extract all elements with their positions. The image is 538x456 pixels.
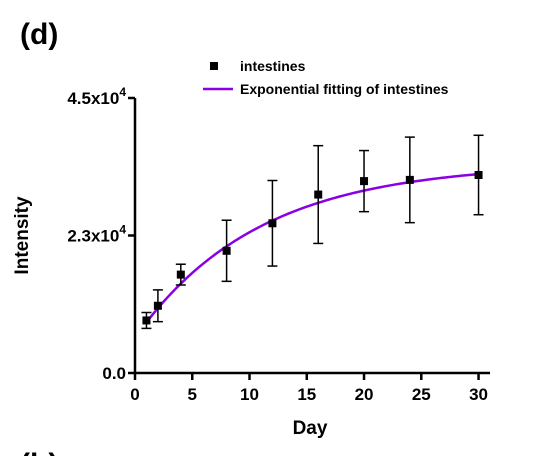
data-point-group <box>404 136 415 224</box>
data-point <box>176 270 185 279</box>
data-point-group <box>359 149 370 213</box>
x-axis-label: Day <box>293 418 328 439</box>
legend-label-fit: Exponential fitting of intestines <box>240 81 449 97</box>
x-tick-label: 15 <box>297 385 316 404</box>
legend-marker-intestines <box>210 62 218 70</box>
data-point <box>268 219 277 228</box>
data-point <box>153 301 162 310</box>
data-point <box>474 171 483 179</box>
data-point-group <box>175 263 186 286</box>
x-tick-label: 0 <box>130 385 139 404</box>
data-point-group <box>473 134 484 216</box>
y-tick-label: 0.0 <box>102 364 126 383</box>
data-point <box>142 316 151 325</box>
x-tick-label: 20 <box>355 385 374 404</box>
data-point-group <box>313 144 324 245</box>
data-point-group <box>221 219 232 283</box>
y-tick-label: 4.5x104 <box>67 85 126 108</box>
plot-area <box>141 134 484 330</box>
data-point <box>314 190 323 199</box>
legend-label-intestines: intestines <box>240 58 306 74</box>
x-tick-label: 25 <box>412 385 431 404</box>
y-axis-label: Intensity <box>12 196 33 275</box>
panel-label-top: (d) <box>20 18 58 51</box>
axes: 0 5 10 15 20 25 30 0.0 2.3x104 4.5x104 <box>67 85 490 404</box>
x-tick-label: 30 <box>469 385 488 404</box>
data-point <box>360 177 369 186</box>
x-tick-label: 10 <box>240 385 259 404</box>
y-tick-label: 2.3x104 <box>67 223 126 246</box>
data-point-group <box>267 179 278 267</box>
fit-curve <box>145 172 479 324</box>
panel-label-bottom: (h) <box>20 448 58 456</box>
data-point <box>405 175 414 184</box>
data-point <box>222 246 231 255</box>
legend: intestines Exponential fitting of intest… <box>203 58 449 97</box>
data-point-group <box>141 311 152 330</box>
data-point-group <box>152 289 163 323</box>
x-tick-label: 5 <box>188 385 197 404</box>
